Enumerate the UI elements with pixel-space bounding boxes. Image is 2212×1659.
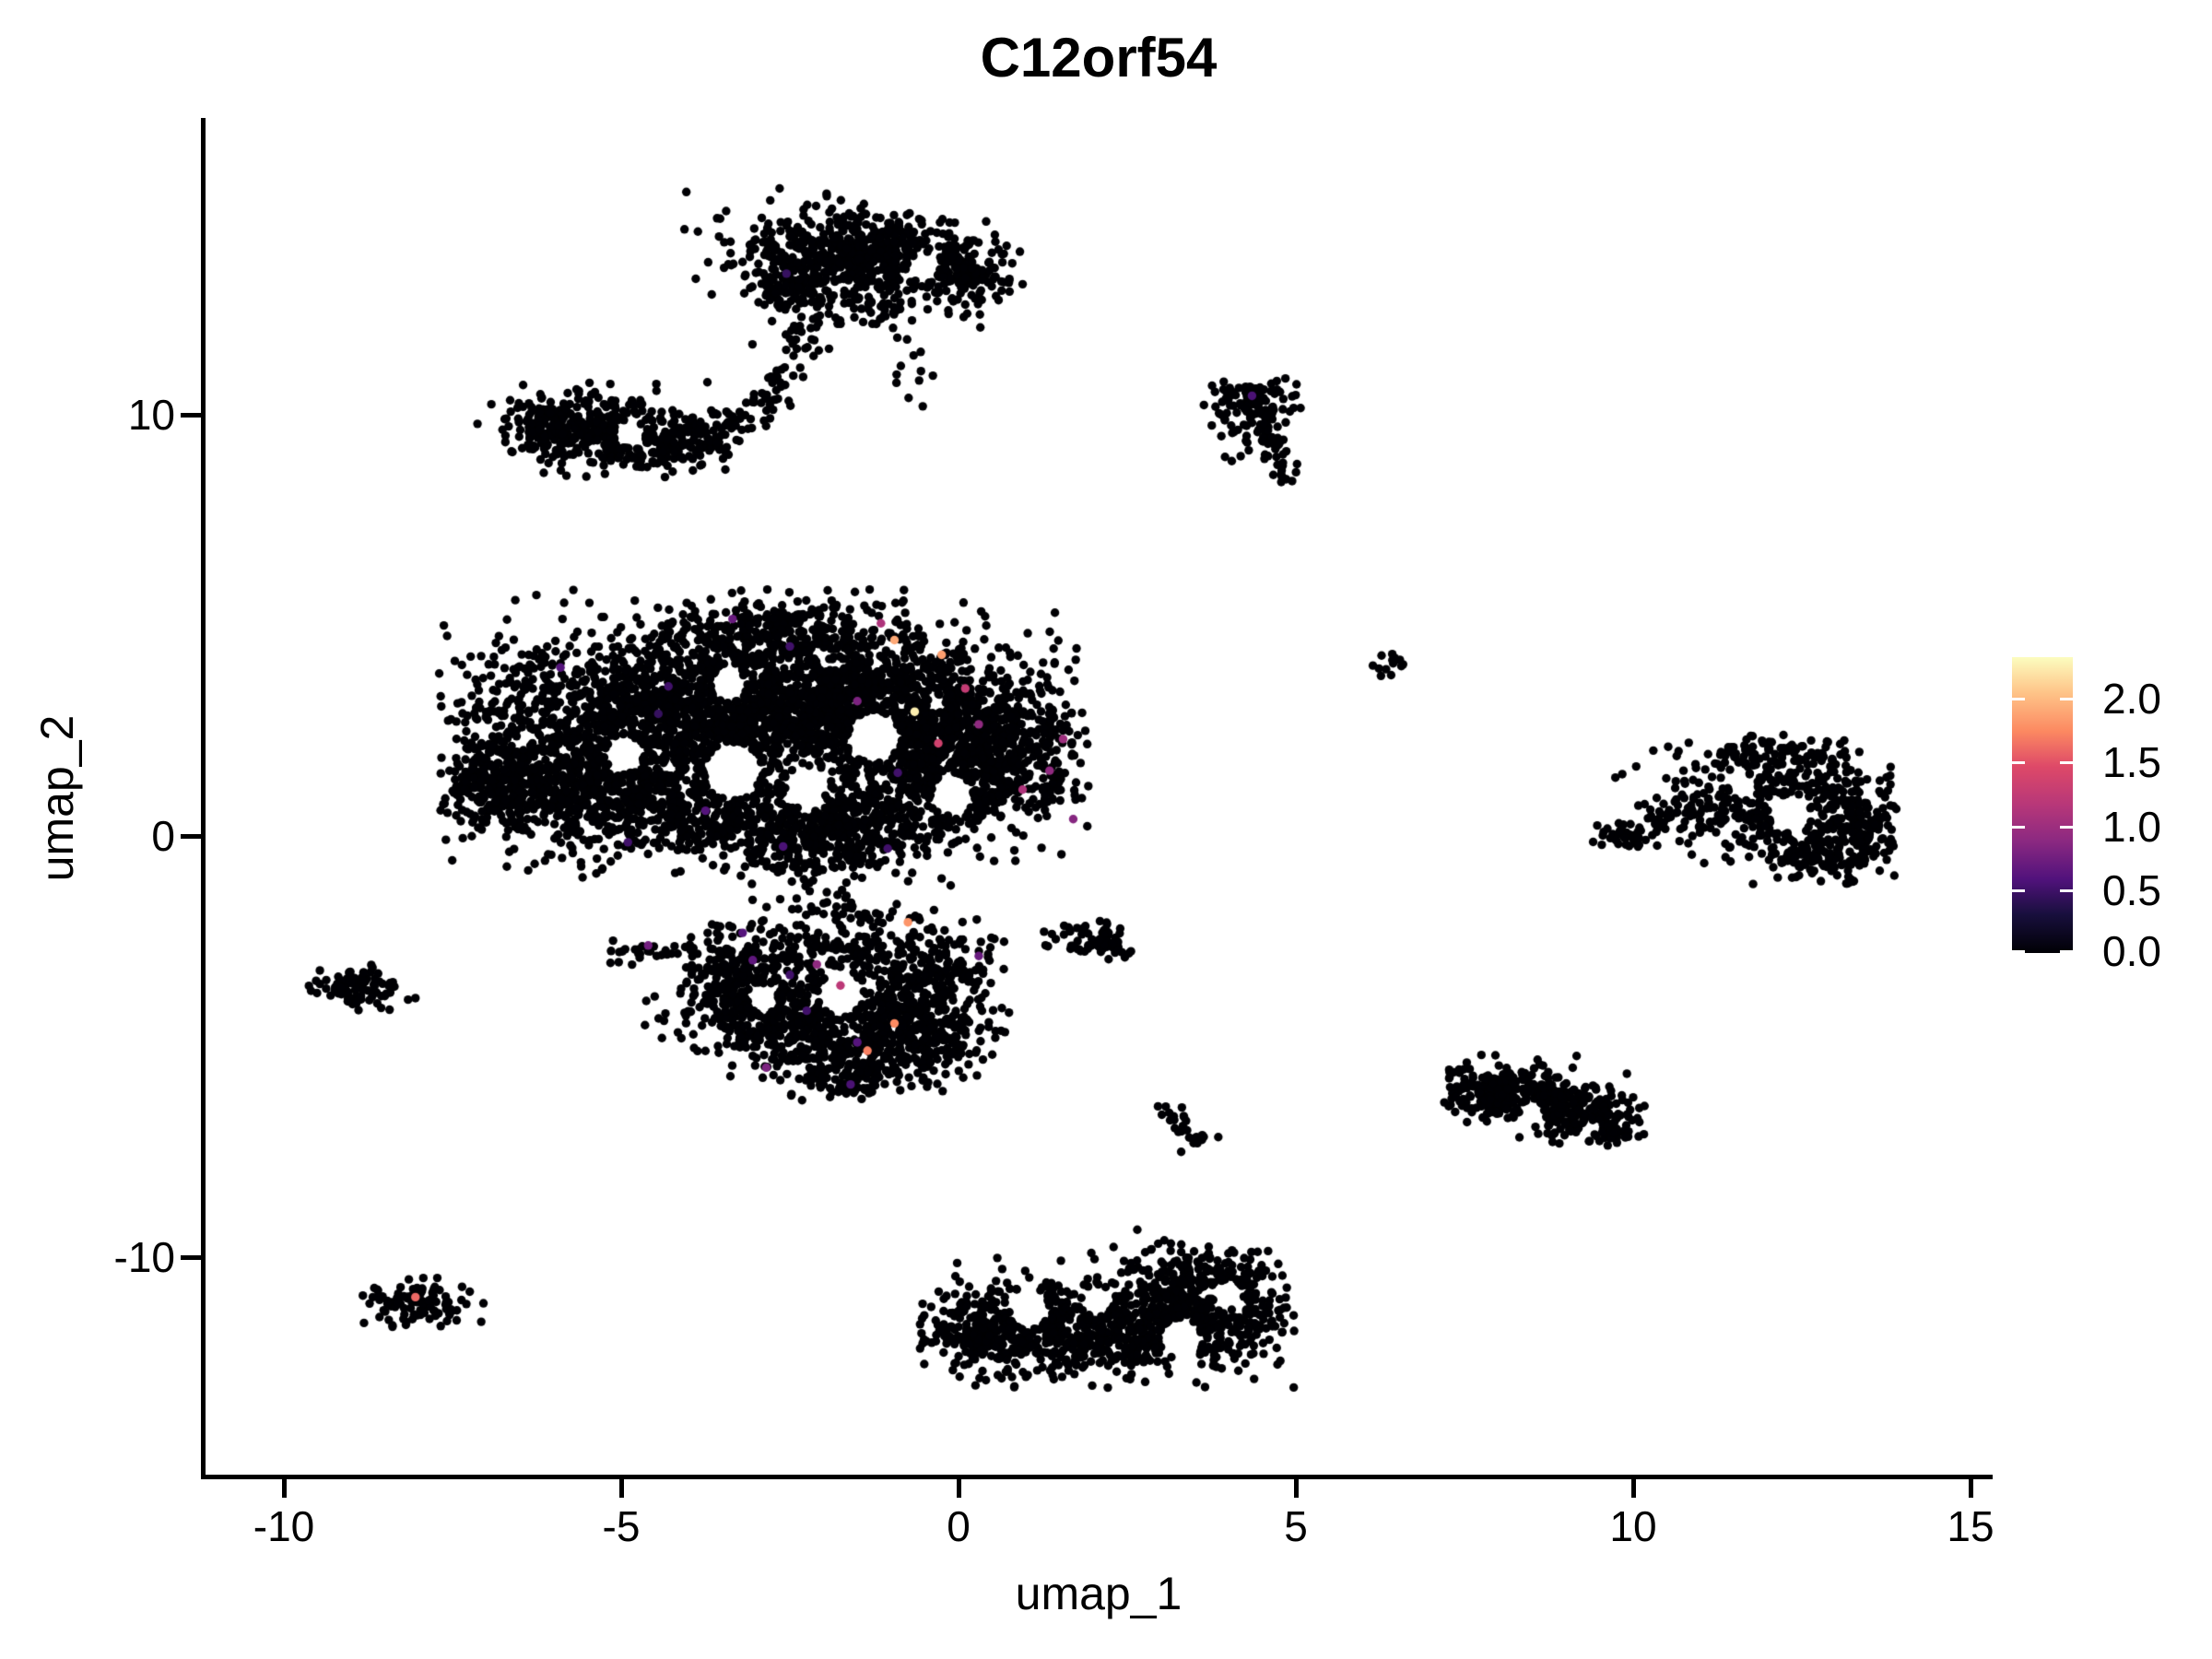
colorbar-tick-mark	[2060, 825, 2073, 829]
x-tick-mark	[282, 1479, 287, 1498]
x-tick-label: 15	[1947, 1502, 1994, 1550]
colorbar-tick-mark	[2012, 950, 2025, 953]
x-tick-label: -5	[602, 1502, 641, 1550]
colorbar-tick-mark	[2012, 825, 2025, 829]
plot-title: C12orf54	[980, 27, 1218, 88]
x-tick-mark	[1631, 1479, 1636, 1498]
x-tick-label: 10	[1609, 1502, 1657, 1550]
y-tick-mark	[181, 413, 201, 418]
y-tick-label: 0	[151, 812, 175, 860]
colorbar-tick-mark	[2060, 888, 2073, 892]
x-tick-mark	[619, 1479, 624, 1498]
y-axis-title: umap_2	[31, 714, 83, 882]
colorbar-tick-mark	[2012, 761, 2025, 765]
x-axis-title: umap_1	[1015, 1568, 1182, 1619]
y-axis-line	[201, 118, 206, 1479]
y-tick-mark	[181, 1255, 201, 1260]
colorbar-tick-mark	[2012, 698, 2025, 701]
colorbar-tick-mark	[2060, 950, 2073, 953]
x-axis-line	[201, 1475, 1993, 1479]
x-tick-mark	[957, 1479, 961, 1498]
x-tick-mark	[1294, 1479, 1299, 1498]
x-tick-label: 5	[1284, 1502, 1308, 1550]
x-tick-label: 0	[947, 1502, 971, 1550]
colorbar-tick-mark	[2012, 888, 2025, 892]
colorbar-tick-label: 0.0	[2102, 927, 2161, 975]
y-tick-label: -10	[113, 1233, 175, 1281]
colorbar-tick-label: 1.0	[2102, 802, 2161, 851]
x-tick-mark	[1969, 1479, 1973, 1498]
colorbar-tick-label: 0.5	[2102, 865, 2161, 914]
x-tick-label: -10	[253, 1502, 315, 1550]
expression-colorbar	[2012, 657, 2073, 953]
colorbar-tick-mark	[2060, 761, 2073, 765]
y-tick-mark	[181, 834, 201, 839]
colorbar-tick-label: 2.0	[2102, 675, 2161, 724]
colorbar-tick-mark	[2060, 698, 2073, 701]
colorbar-tick-label: 1.5	[2102, 738, 2161, 787]
y-tick-label: 10	[127, 391, 175, 439]
